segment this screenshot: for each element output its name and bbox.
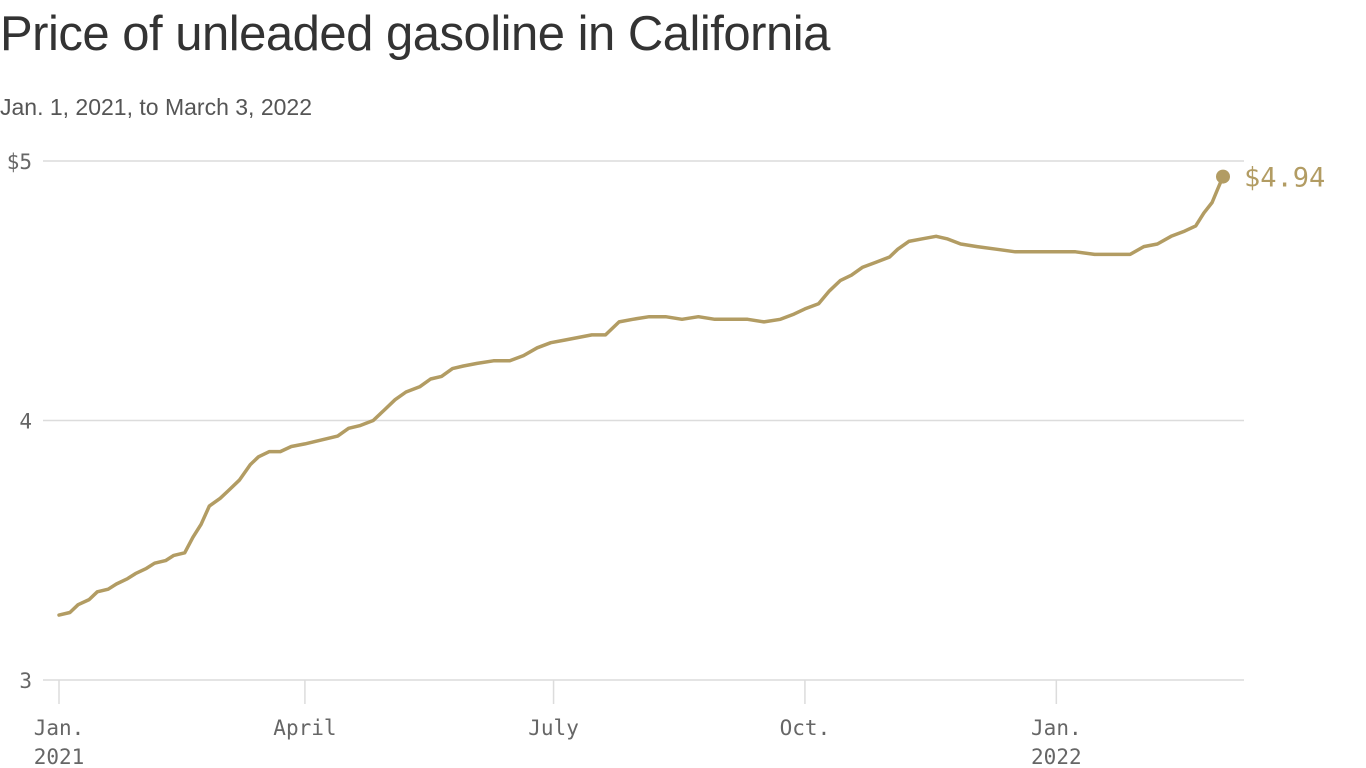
x-tick-label-2: July — [528, 716, 579, 740]
end-value-label: $4.94 — [1244, 163, 1325, 194]
chart-title: Price of unleaded gasoline in California — [0, 7, 830, 61]
x-tick-label-0: Jan. — [34, 716, 85, 740]
x-tick-year-4: 2022 — [1031, 745, 1082, 768]
grid-lines — [43, 160, 1244, 681]
chart-subtitle: Jan. 1, 2021, to March 3, 2022 — [0, 94, 312, 120]
x-tick-year-0: 2021 — [34, 745, 85, 768]
y-tick-label-1: 4 — [19, 410, 32, 434]
x-axis: Jan. 2021 April July Oct. Jan. 2022 — [34, 680, 1082, 768]
y-axis: 3 4 $5 — [7, 150, 32, 693]
x-tick-label-3: Oct. — [780, 716, 831, 740]
end-point-marker — [1216, 169, 1230, 184]
x-tick-label-4: Jan. — [1031, 716, 1082, 740]
price-line — [57, 174, 1225, 617]
y-tick-label-0: 3 — [19, 669, 32, 693]
x-tick-label-1: April — [273, 716, 336, 740]
y-tick-label-2: $5 — [7, 150, 32, 174]
